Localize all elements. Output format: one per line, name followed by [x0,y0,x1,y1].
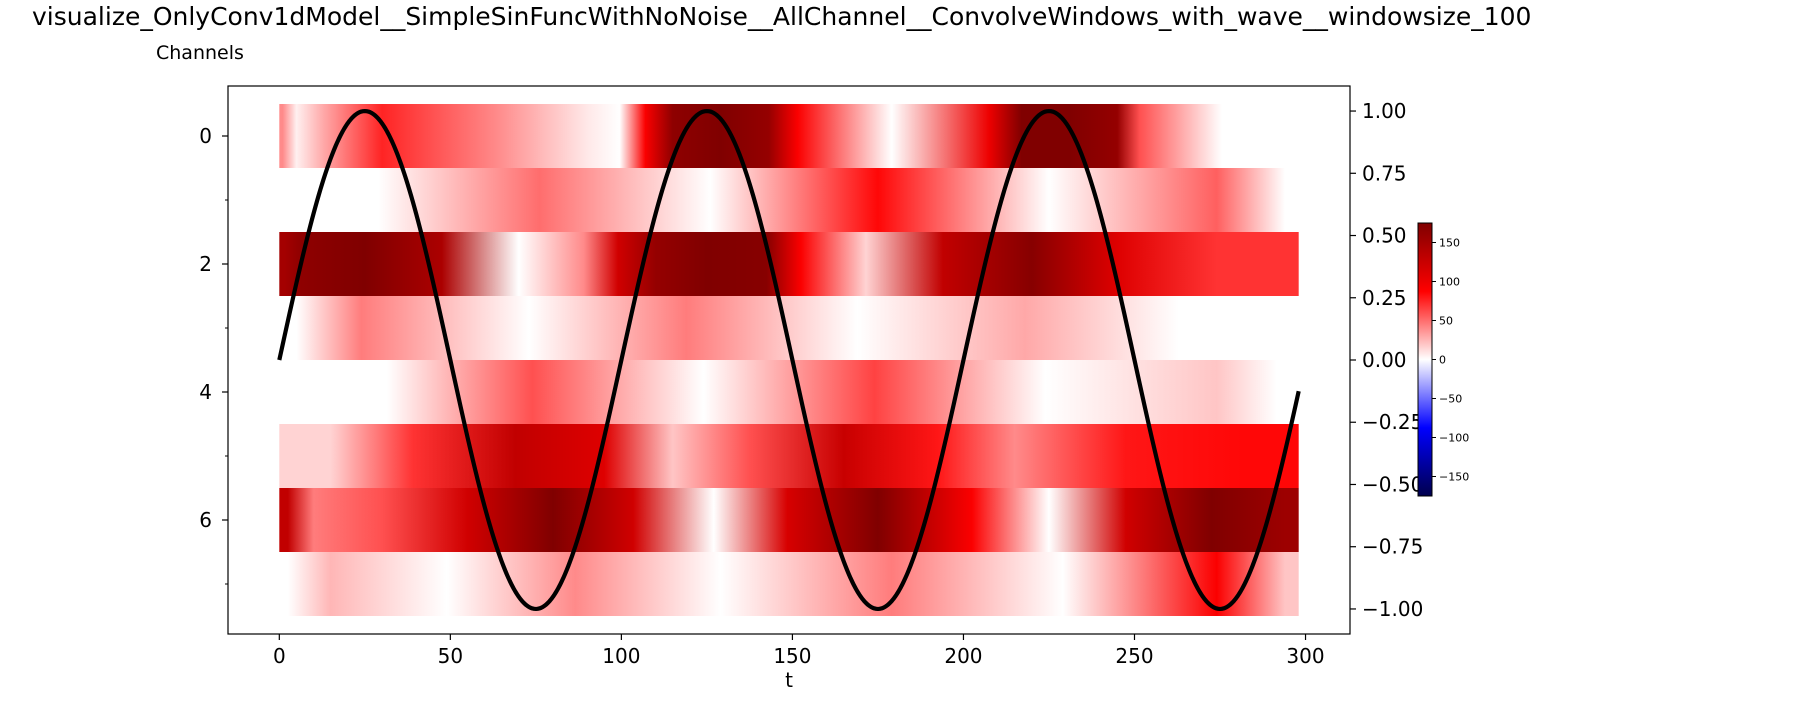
colorbar-tick-label: −100 [1439,432,1469,445]
y2-tick-label: −0.25 [1362,410,1423,434]
y2-tick-label: −0.50 [1362,472,1423,496]
y2-tick-label: 0.75 [1362,161,1407,185]
heatmap-row-1 [279,168,1299,232]
y-tick-label: 4 [199,380,212,404]
colorbar-tick-label: −50 [1439,393,1462,406]
y-tick-label: 6 [199,508,212,532]
colorbar-tick-label: 150 [1439,237,1460,250]
y2-tick-label: −0.75 [1362,535,1423,559]
y-tick-label: 0 [199,124,212,148]
x-tick-label: 100 [602,644,640,668]
heatmap-row-6 [279,488,1299,552]
y2-tick-label: 0.00 [1362,348,1407,372]
y2-axis: 1.00 0.75 0.50 0.25 0.00 −0.25 −0.50 −0.75 −1.00 [1350,99,1423,621]
y2-tick-label: 1.00 [1362,99,1407,123]
heatmap-rows [279,104,1299,616]
colorbar-tick-label: 50 [1439,315,1453,328]
y2-tick-label: 0.50 [1362,224,1407,248]
y-tick-label: 2 [199,252,212,276]
y-axis-label: Channels [156,42,244,64]
y2-tick-label: −1.00 [1362,597,1423,621]
x-tick-label: 300 [1286,644,1324,668]
heatmap-row-4 [279,360,1299,424]
y-axis: 0 2 4 6 [199,124,228,585]
x-tick-label: 0 [273,644,286,668]
x-axis: 0 50 100 150 200 250 300 [273,634,1325,668]
chart-title: visualize_OnlyConv1dModel__SimpleSinFunc… [32,2,1532,31]
colorbar-tick-label: 0 [1439,354,1446,367]
colorbar-tick-label: −150 [1439,471,1469,484]
x-tick-label: 50 [438,644,463,668]
heatmap-row-5 [279,424,1299,488]
sine-curve-line [277,108,1301,612]
sine-curve-layer [277,108,1301,612]
heatmap-row-7 [279,552,1299,616]
colorbar-gradient [1417,222,1433,497]
x-tick-label: 150 [773,644,811,668]
heatmap-row-0 [279,104,1299,168]
x-tick-label: 250 [1115,644,1153,668]
colorbar: 150 100 50 0 −50 −100 −150 [1417,222,1469,497]
x-tick-label: 200 [944,644,982,668]
heatmap-row-2 [279,232,1299,296]
y2-tick-label: 0.25 [1362,286,1407,310]
x-axis-label: t [785,668,793,692]
colorbar-tick-label: 100 [1439,276,1460,289]
